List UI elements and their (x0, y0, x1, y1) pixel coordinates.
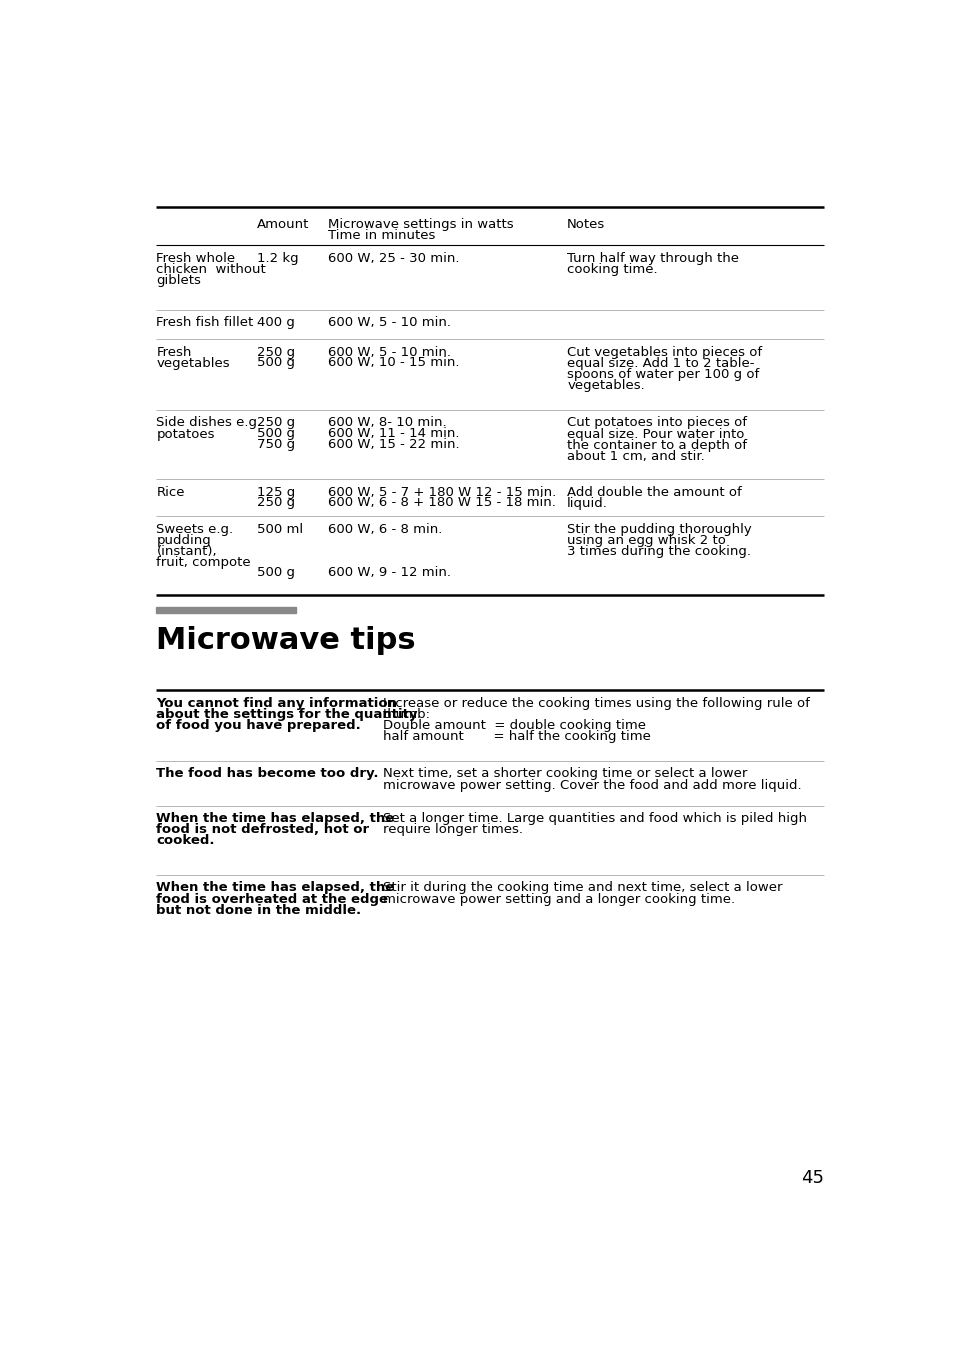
Text: equal size. Pour water into: equal size. Pour water into (567, 427, 743, 441)
Text: 400 g: 400 g (257, 316, 294, 330)
Text: 500 g: 500 g (257, 565, 294, 579)
Text: about 1 cm, and stir.: about 1 cm, and stir. (567, 450, 704, 462)
Text: Amount: Amount (257, 218, 310, 231)
Text: 600 W, 11 - 14 min.: 600 W, 11 - 14 min. (328, 427, 459, 441)
Text: require longer times.: require longer times. (382, 823, 522, 837)
Text: 600 W, 25 - 30 min.: 600 W, 25 - 30 min. (328, 251, 459, 265)
Text: potatoes: potatoes (156, 427, 214, 441)
Text: The food has become too dry.: The food has become too dry. (156, 768, 378, 780)
Text: Time in minutes: Time in minutes (328, 228, 436, 242)
Text: Turn half way through the: Turn half way through the (567, 251, 739, 265)
Text: vegetables.: vegetables. (567, 379, 644, 392)
Text: 500 g: 500 g (257, 357, 294, 369)
Text: cooked.: cooked. (156, 834, 214, 848)
Text: the container to a depth of: the container to a depth of (567, 438, 746, 452)
Text: You cannot find any information: You cannot find any information (156, 696, 397, 710)
Text: food is not defrosted, hot or: food is not defrosted, hot or (156, 823, 369, 837)
Text: Fresh fish fillet: Fresh fish fillet (156, 316, 253, 330)
Text: 600 W, 8- 10 min.: 600 W, 8- 10 min. (328, 416, 447, 430)
Text: 600 W, 15 - 22 min.: 600 W, 15 - 22 min. (328, 438, 459, 452)
Text: Stir the pudding thoroughly: Stir the pudding thoroughly (567, 523, 751, 535)
Text: Set a longer time. Large quantities and food which is piled high: Set a longer time. Large quantities and … (382, 813, 806, 825)
Text: food is overheated at the edge: food is overheated at the edge (156, 892, 388, 906)
Text: Side dishes e.g.: Side dishes e.g. (156, 416, 261, 430)
Text: Microwave tips: Microwave tips (156, 626, 416, 654)
Text: using an egg whisk 2 to: using an egg whisk 2 to (567, 534, 725, 546)
Text: Cut vegetables into pieces of: Cut vegetables into pieces of (567, 346, 761, 358)
Text: 600 W, 5 - 10 min.: 600 W, 5 - 10 min. (328, 316, 451, 330)
Text: 3 times during the cooking.: 3 times during the cooking. (567, 545, 750, 558)
Text: 1.2 kg: 1.2 kg (257, 251, 298, 265)
Text: 600 W, 10 - 15 min.: 600 W, 10 - 15 min. (328, 357, 459, 369)
Text: 600 W, 6 - 8 min.: 600 W, 6 - 8 min. (328, 523, 442, 535)
Text: 600 W, 9 - 12 min.: 600 W, 9 - 12 min. (328, 565, 451, 579)
Text: 600 W, 5 - 7 + 180 W 12 - 15 min.: 600 W, 5 - 7 + 180 W 12 - 15 min. (328, 485, 557, 499)
Text: 125 g: 125 g (257, 485, 295, 499)
Text: Add double the amount of: Add double the amount of (567, 485, 741, 499)
Text: 750 g: 750 g (257, 438, 295, 452)
Text: 500 g: 500 g (257, 427, 294, 441)
Text: half amount       = half the cooking time: half amount = half the cooking time (382, 730, 650, 744)
Text: 600 W, 6 - 8 + 180 W 15 - 18 min.: 600 W, 6 - 8 + 180 W 15 - 18 min. (328, 496, 556, 510)
Text: Fresh: Fresh (156, 346, 192, 358)
Text: When the time has elapsed, the: When the time has elapsed, the (156, 882, 395, 895)
Text: cooking time.: cooking time. (567, 262, 658, 276)
Text: 500 ml: 500 ml (257, 523, 303, 535)
Text: but not done in the middle.: but not done in the middle. (156, 903, 361, 917)
Text: Increase or reduce the cooking times using the following rule of: Increase or reduce the cooking times usi… (382, 696, 809, 710)
Text: vegetables: vegetables (156, 357, 230, 369)
Text: Microwave settings in watts: Microwave settings in watts (328, 218, 514, 231)
Text: 250 g: 250 g (257, 416, 295, 430)
Text: Cut potatoes into pieces of: Cut potatoes into pieces of (567, 416, 746, 430)
Text: liquid.: liquid. (567, 496, 607, 510)
Text: Sweets e.g.: Sweets e.g. (156, 523, 233, 535)
Text: microwave power setting and a longer cooking time.: microwave power setting and a longer coo… (382, 892, 734, 906)
Text: thumb:: thumb: (382, 708, 431, 721)
Text: pudding: pudding (156, 534, 211, 546)
Text: When the time has elapsed, the: When the time has elapsed, the (156, 813, 395, 825)
Text: of food you have prepared.: of food you have prepared. (156, 719, 361, 731)
Text: 600 W, 5 - 10 min.: 600 W, 5 - 10 min. (328, 346, 451, 358)
Text: Double amount  = double cooking time: Double amount = double cooking time (382, 719, 645, 731)
Text: about the settings for the quantity: about the settings for the quantity (156, 708, 417, 721)
Text: equal size. Add 1 to 2 table-: equal size. Add 1 to 2 table- (567, 357, 754, 369)
Text: (instant),: (instant), (156, 545, 217, 558)
Text: 250 g: 250 g (257, 496, 295, 510)
Text: microwave power setting. Cover the food and add more liquid.: microwave power setting. Cover the food … (382, 779, 801, 792)
Text: Stir it during the cooking time and next time, select a lower: Stir it during the cooking time and next… (382, 882, 781, 895)
Text: giblets: giblets (156, 274, 201, 287)
Text: Fresh whole: Fresh whole (156, 251, 235, 265)
Text: Next time, set a shorter cooking time or select a lower: Next time, set a shorter cooking time or… (382, 768, 746, 780)
Text: 45: 45 (801, 1169, 823, 1187)
Bar (156, 607, 295, 612)
Text: Rice: Rice (156, 485, 185, 499)
Text: 250 g: 250 g (257, 346, 295, 358)
Text: chicken  without: chicken without (156, 262, 266, 276)
Text: fruit, compote: fruit, compote (156, 556, 251, 569)
Text: spoons of water per 100 g of: spoons of water per 100 g of (567, 368, 759, 381)
Text: Notes: Notes (567, 218, 605, 231)
